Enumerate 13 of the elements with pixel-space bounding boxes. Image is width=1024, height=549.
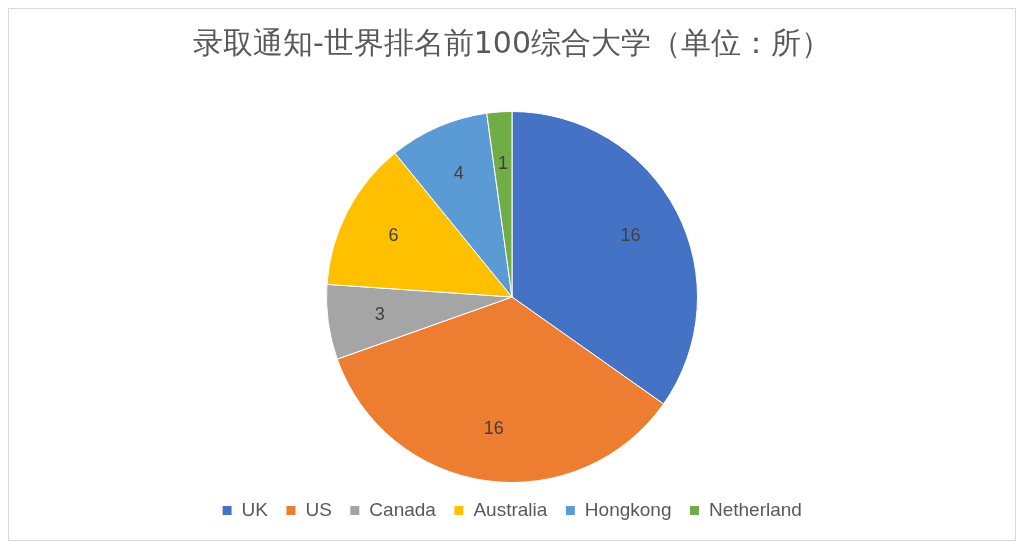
data-label: 16 — [620, 224, 641, 245]
data-label: 4 — [453, 163, 464, 184]
data-label: 1 — [497, 152, 508, 173]
data-label: 6 — [388, 224, 399, 245]
data-label: 16 — [483, 418, 504, 439]
legend-label: Hongkong — [584, 498, 672, 520]
data-label: 3 — [374, 304, 385, 325]
chart-title: 录取通知-世界排名前100综合大学（单位：所） — [192, 24, 832, 60]
legend-label: Australia — [473, 498, 548, 520]
legend-label: Canada — [369, 498, 437, 520]
legend-label: US — [305, 498, 332, 520]
legend-label: UK — [241, 498, 269, 520]
legend-label: Netherland — [708, 498, 802, 520]
